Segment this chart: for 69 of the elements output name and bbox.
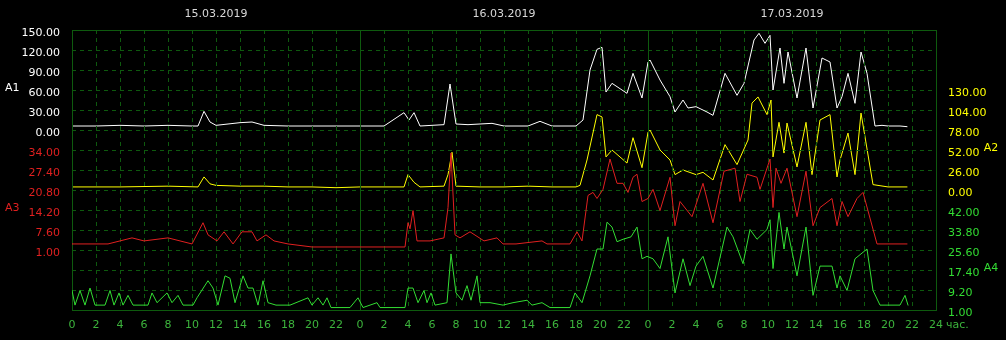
x-tick-label: 18 — [281, 317, 295, 331]
x-tick-label: 0 — [68, 317, 76, 331]
y2-tick-label: 1.00 — [948, 305, 973, 319]
x-tick-label: 4 — [404, 317, 412, 331]
y2-tick-label: 104.00 — [948, 105, 987, 119]
y2-tick-label: 78.00 — [948, 125, 980, 139]
x-axis-title: час. — [946, 317, 969, 331]
x-tick-label: 6 — [716, 317, 724, 331]
x-tick-label: 22 — [329, 317, 343, 331]
x-tick-label: 16 — [257, 317, 271, 331]
y-tick-label: 20.80 — [28, 185, 60, 199]
y-tick-label: 90.00 — [28, 65, 60, 79]
y-axis-title: A3 — [5, 200, 20, 214]
x-tick-label: 20 — [305, 317, 319, 331]
x-tick-label: 18 — [857, 317, 871, 331]
x-tick-label: 0 — [644, 317, 652, 331]
x-tick-label: 8 — [740, 317, 748, 331]
y2-tick-label: 33.80 — [948, 225, 980, 239]
x-tick-label: 12 — [497, 317, 511, 331]
y2-tick-label: 130.00 — [948, 85, 987, 99]
x-tick-label: 10 — [185, 317, 199, 331]
x-tick-label: 16 — [545, 317, 559, 331]
x2-tick-label: 16.03.2019 — [472, 6, 536, 20]
x-tick-label: 20 — [593, 317, 607, 331]
y2-axis-title: A2 — [983, 140, 999, 154]
x-tick-label: 14 — [233, 317, 247, 331]
y-tick-label: 60.00 — [28, 85, 60, 99]
y2-tick-label: 52.00 — [948, 145, 980, 159]
x-tick-label: 14 — [521, 317, 535, 331]
y-tick-label: 30.00 — [28, 105, 60, 119]
x-tick-label: 18 — [569, 317, 583, 331]
y-tick-label: 27.40 — [28, 165, 60, 179]
y2-tick-label: 42.00 — [948, 205, 980, 219]
x-tick-label: 22 — [617, 317, 631, 331]
y2-tick-label: 25.60 — [948, 245, 980, 259]
x2-tick-label: 17.03.2019 — [760, 6, 824, 20]
x-tick-label: 22 — [905, 317, 919, 331]
x-tick-label: 2 — [668, 317, 676, 331]
x2-tick-label: 15.03.2019 — [184, 6, 248, 20]
x-tick-label: 2 — [92, 317, 100, 331]
y-tick-label: 34.00 — [28, 145, 60, 159]
y2-tick-label: 17.40 — [948, 265, 980, 279]
y2-tick-label: 26.00 — [948, 165, 980, 179]
y-tick-label: 120.00 — [21, 45, 60, 59]
y-tick-label: 0.00 — [35, 125, 60, 139]
y-tick-label: 1.00 — [35, 245, 60, 259]
x-tick-label: 4 — [116, 317, 124, 331]
y-tick-label: 7.60 — [35, 225, 60, 239]
y-tick-label: 14.20 — [28, 205, 60, 219]
y-tick-label: 150.00 — [21, 25, 60, 39]
x-tick-label: 0 — [356, 317, 364, 331]
x-tick-label: 12 — [785, 317, 799, 331]
x-tick-label: 8 — [164, 317, 172, 331]
y2-tick-label: 0.00 — [948, 185, 973, 199]
x-tick-label: 4 — [692, 317, 700, 331]
y2-axis-title: A4 — [983, 260, 999, 274]
x-tick-label: 10 — [473, 317, 487, 331]
x-tick-label: 6 — [140, 317, 148, 331]
x-tick-label: 16 — [833, 317, 847, 331]
x-tick-label: 6 — [428, 317, 436, 331]
x-tick-label: 12 — [209, 317, 223, 331]
y2-tick-label: 9.20 — [948, 285, 973, 299]
y-axis-title: A1 — [5, 80, 20, 94]
x-tick-label: 10 — [761, 317, 775, 331]
x-tick-label: 24 — [929, 317, 943, 331]
x-tick-label: 20 — [881, 317, 895, 331]
x-tick-label: 8 — [452, 317, 460, 331]
x-tick-label: 2 — [380, 317, 388, 331]
x-tick-label: 14 — [809, 317, 823, 331]
